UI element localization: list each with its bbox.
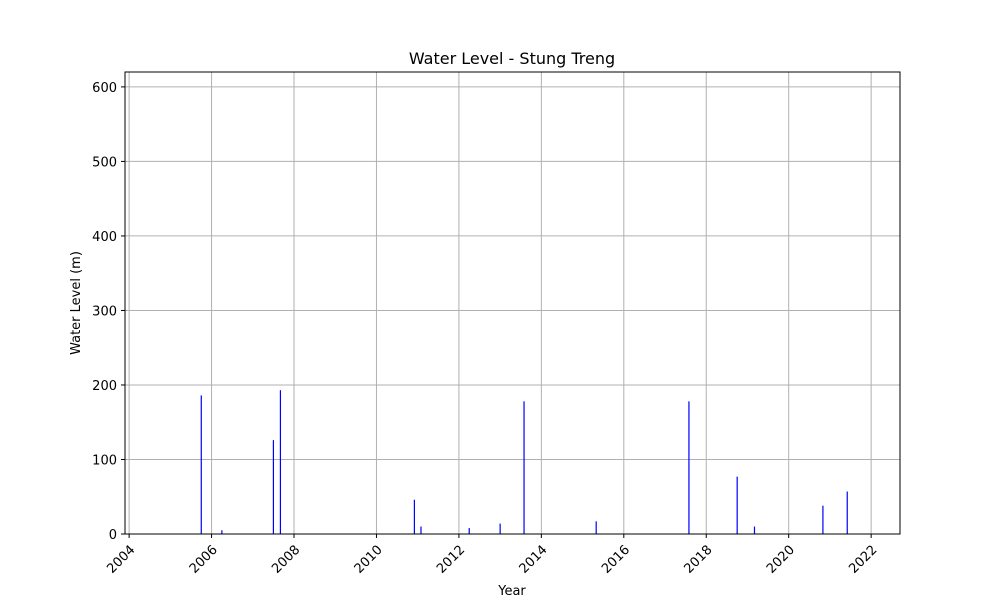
- plot-frame: [124, 71, 901, 535]
- y-tick-label: 100: [92, 453, 117, 468]
- y-tick-label: 200: [92, 379, 117, 394]
- bar: [221, 530, 223, 534]
- bar: [420, 526, 422, 534]
- x-tick-label: 2020: [764, 543, 798, 577]
- bar: [413, 499, 415, 534]
- bar: [523, 401, 525, 534]
- x-tick-label: 2008: [269, 543, 303, 577]
- x-tick-label: 2018: [682, 543, 716, 577]
- bar: [595, 521, 597, 534]
- x-tick-label: 2022: [846, 543, 880, 577]
- bar: [688, 401, 690, 534]
- x-tick-label: 2004: [104, 543, 138, 577]
- bar: [753, 526, 756, 534]
- chart-title: Water Level - Stung Treng: [409, 49, 615, 68]
- bar: [736, 476, 738, 534]
- bar: [468, 528, 470, 534]
- y-tick-label: 500: [92, 155, 117, 170]
- bar: [200, 395, 202, 534]
- y-tick-label: 600: [92, 81, 117, 96]
- axis-ticks: 2004 2006 2008 2010 2012 2014 2016 2018 2020 2022…: [92, 81, 880, 577]
- y-tick-label: 300: [92, 304, 117, 319]
- bar: [499, 523, 501, 534]
- y-tick-label: 0: [109, 528, 117, 543]
- bar: [846, 491, 848, 534]
- bars: [200, 390, 848, 534]
- x-tick-label: 2006: [187, 543, 221, 577]
- bar: [822, 505, 824, 534]
- bar: [279, 390, 282, 534]
- x-tick-label: 2014: [517, 543, 551, 577]
- x-tick-label: 2016: [599, 543, 633, 577]
- x-tick-label: 2010: [352, 543, 386, 577]
- bar: [272, 440, 275, 534]
- grid-lines: [125, 72, 900, 535]
- y-tick-label: 400: [92, 230, 117, 245]
- y-axis-label: Water Level (m): [69, 251, 84, 355]
- x-tick-label: 2012: [434, 543, 468, 577]
- x-axis-label: Year: [497, 584, 526, 599]
